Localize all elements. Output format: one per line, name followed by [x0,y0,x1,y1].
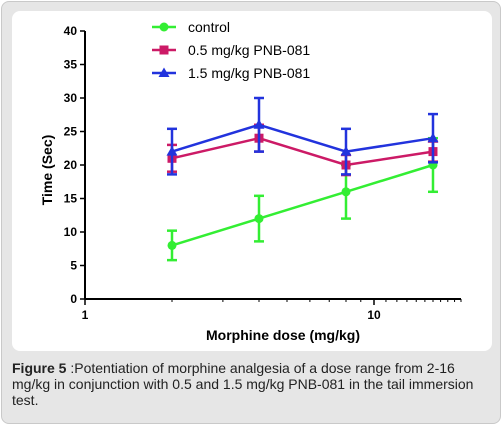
y-tick-label: 35 [64,58,78,72]
legend-label: control [188,19,230,35]
legend-label: 0.5 mg/kg PNB-081 [188,42,310,58]
figure-label: Figure 5 [12,360,67,376]
y-tick-label: 30 [64,91,78,105]
y-tick-label: 20 [64,158,78,172]
y-tick-label: 5 [70,259,77,273]
x-tick-label: 1 [82,308,89,322]
legend-swatch-marker [159,45,169,55]
y-tick-label: 10 [64,225,78,239]
data-point [253,119,265,129]
figure-caption: Figure 5 :Potentiation of morphine analg… [12,360,494,408]
y-tick-label: 40 [64,24,78,38]
series-line-3 [171,123,434,153]
data-point [340,146,352,156]
line-chart: 0 5 10 15 20 25 30 35 40 1 10 Morphine dose (mg/kg)… [39,19,462,343]
y-axis-title: Time (Sec) [39,135,55,206]
plot-area: 0 5 10 15 20 25 30 35 40 1 10 Morphine dose (mg/kg)… [12,11,492,351]
legend-swatch-marker [159,22,169,32]
legend-swatch-marker [158,67,170,77]
series-line-1 [171,163,434,247]
y-tick-label: 15 [64,192,78,206]
data-point [166,146,178,156]
caption-text: :Potentiation of morphine analgesia of a… [12,360,474,408]
x-tick-label: 10 [367,308,381,322]
data-point [254,214,264,224]
data-point [427,132,439,143]
y-tick-label: 0 [70,292,77,306]
data-point [341,187,351,197]
series-line-2 [171,136,434,167]
x-axis-title: Morphine dose (mg/kg) [206,327,360,343]
data-point [167,240,177,250]
y-tick-label: 25 [64,125,78,139]
legend-label: 1.5 mg/kg PNB-081 [188,65,310,81]
